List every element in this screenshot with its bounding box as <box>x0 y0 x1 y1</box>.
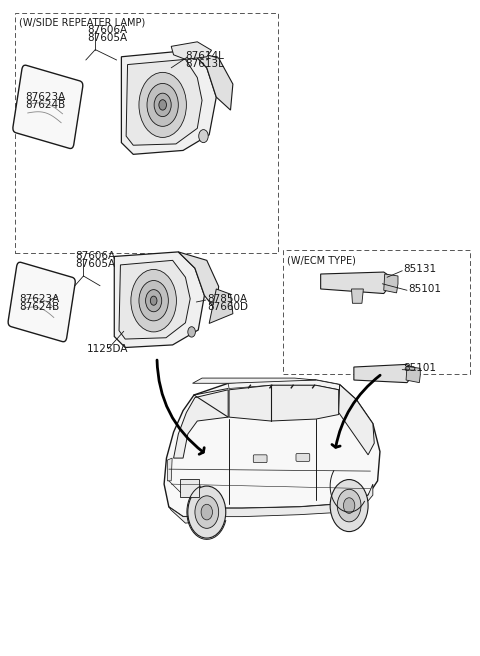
Circle shape <box>199 130 208 142</box>
Polygon shape <box>339 384 374 455</box>
Circle shape <box>337 489 361 522</box>
Circle shape <box>139 281 168 321</box>
Polygon shape <box>171 42 212 59</box>
Polygon shape <box>209 289 233 323</box>
Circle shape <box>188 327 195 337</box>
Polygon shape <box>179 252 219 310</box>
Circle shape <box>150 296 157 305</box>
Polygon shape <box>126 59 202 145</box>
Text: 87605A: 87605A <box>87 33 127 43</box>
Circle shape <box>145 289 162 312</box>
Polygon shape <box>384 274 398 293</box>
Polygon shape <box>164 380 380 517</box>
Polygon shape <box>169 484 373 523</box>
Polygon shape <box>114 252 204 348</box>
FancyBboxPatch shape <box>8 262 75 342</box>
Text: 87624B: 87624B <box>19 302 60 312</box>
Circle shape <box>147 83 179 127</box>
Text: 87660D: 87660D <box>207 302 248 312</box>
FancyBboxPatch shape <box>180 479 199 497</box>
Text: 87624B: 87624B <box>25 100 66 110</box>
Polygon shape <box>229 385 339 421</box>
Text: 87605A: 87605A <box>75 259 115 269</box>
FancyBboxPatch shape <box>13 65 83 148</box>
Text: 85101: 85101 <box>408 284 442 294</box>
Text: (W/SIDE REPEATER LAMP): (W/SIDE REPEATER LAMP) <box>19 18 145 28</box>
Bar <box>14 12 278 253</box>
Circle shape <box>131 270 177 332</box>
Circle shape <box>195 496 219 528</box>
Text: 87850A: 87850A <box>207 294 247 304</box>
Polygon shape <box>406 367 420 382</box>
Circle shape <box>139 72 186 137</box>
Bar <box>283 250 470 373</box>
Circle shape <box>188 486 226 538</box>
Circle shape <box>343 498 355 514</box>
Text: 87623A: 87623A <box>25 92 66 102</box>
Text: (W/ECM TYPE): (W/ECM TYPE) <box>288 255 356 265</box>
FancyBboxPatch shape <box>296 453 310 461</box>
Polygon shape <box>321 272 390 293</box>
Text: 87606A: 87606A <box>75 251 115 262</box>
Text: 87613L: 87613L <box>185 59 224 69</box>
Circle shape <box>154 93 171 117</box>
Text: 87623A: 87623A <box>19 294 60 304</box>
FancyBboxPatch shape <box>253 455 267 462</box>
Polygon shape <box>192 378 316 383</box>
Text: 87614L: 87614L <box>185 51 224 61</box>
Circle shape <box>159 100 167 110</box>
Text: 85131: 85131 <box>404 264 437 274</box>
Polygon shape <box>354 365 413 382</box>
Polygon shape <box>119 260 190 339</box>
Polygon shape <box>168 458 172 481</box>
Polygon shape <box>174 390 228 458</box>
Text: 1125DA: 1125DA <box>86 344 128 354</box>
Circle shape <box>201 504 213 520</box>
Text: 85101: 85101 <box>404 363 437 373</box>
Polygon shape <box>190 51 233 110</box>
Polygon shape <box>351 289 363 303</box>
Polygon shape <box>228 380 340 390</box>
Circle shape <box>330 480 368 531</box>
Text: 87606A: 87606A <box>87 25 127 35</box>
Polygon shape <box>121 51 216 154</box>
